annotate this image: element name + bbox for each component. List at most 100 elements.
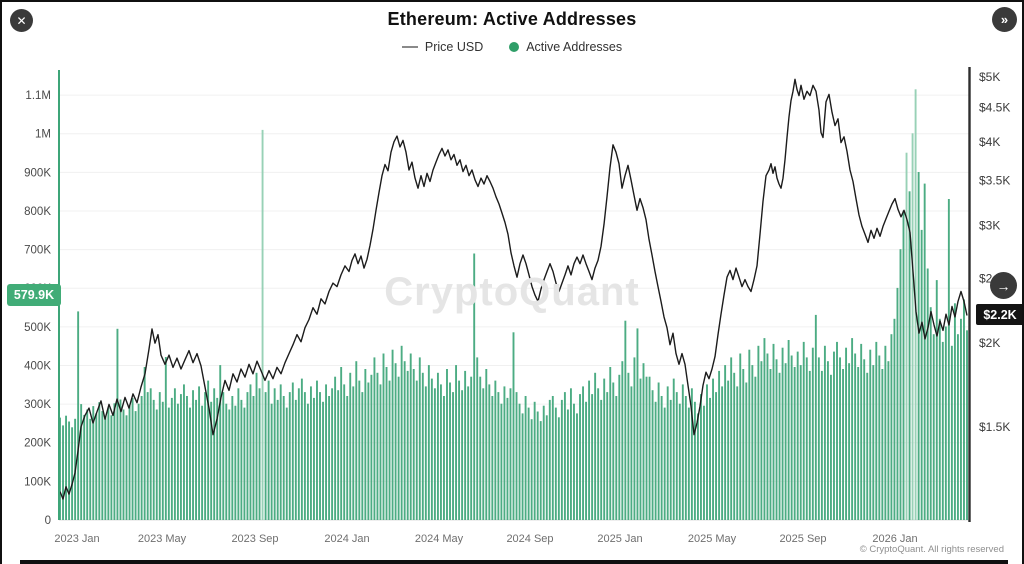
active-addresses-bar bbox=[388, 380, 391, 520]
active-addresses-bar bbox=[252, 396, 255, 520]
active-addresses-bar bbox=[793, 367, 796, 520]
active-addresses-bar bbox=[322, 401, 324, 520]
active-addresses-bar bbox=[636, 328, 639, 520]
active-addresses-bar bbox=[134, 411, 137, 520]
active-addresses-bar bbox=[334, 376, 337, 520]
x-axis-tick: 2023 May bbox=[138, 533, 187, 545]
active-addresses-bar bbox=[645, 376, 648, 520]
active-addresses-bar bbox=[225, 403, 228, 520]
active-addresses-bar bbox=[742, 369, 745, 520]
active-addresses-bar bbox=[521, 413, 524, 520]
page-title: Ethereum: Active Addresses bbox=[387, 9, 637, 29]
active-addresses-bar bbox=[966, 330, 968, 520]
active-addresses-bar bbox=[826, 361, 829, 520]
active-addresses-bar bbox=[195, 399, 197, 520]
active-addresses-bar bbox=[718, 370, 721, 520]
active-addresses-bar bbox=[506, 397, 509, 520]
active-addresses-bar bbox=[210, 401, 213, 520]
arrow-right-icon: → bbox=[996, 277, 1011, 294]
active-addresses-bar bbox=[170, 397, 173, 520]
active-addresses-bar bbox=[817, 357, 820, 520]
active-addresses-bar bbox=[917, 172, 920, 520]
active-addresses-bar bbox=[518, 403, 521, 520]
active-addresses-bar bbox=[455, 365, 458, 520]
active-addresses-bar bbox=[845, 347, 848, 520]
active-addresses-bar bbox=[745, 382, 748, 520]
active-addresses-bar bbox=[176, 403, 179, 520]
active-addresses-bar bbox=[648, 376, 651, 520]
active-addresses-bar bbox=[443, 396, 445, 520]
active-addresses-bar bbox=[938, 318, 941, 520]
active-addresses-bar bbox=[192, 390, 194, 520]
active-addresses-bar bbox=[80, 404, 83, 520]
active-addresses-bar bbox=[899, 249, 902, 520]
active-addresses-bar bbox=[288, 392, 291, 520]
active-addresses-bar bbox=[799, 365, 802, 520]
active-addresses-bar bbox=[805, 357, 808, 520]
active-addresses-bar bbox=[748, 349, 751, 520]
active-addresses-bar bbox=[842, 369, 844, 520]
active-addresses-bar bbox=[896, 287, 899, 520]
active-addresses-bar bbox=[128, 405, 131, 520]
active-addresses-bar bbox=[630, 386, 633, 520]
active-addresses-bar bbox=[851, 338, 854, 520]
active-addresses-bar bbox=[820, 370, 823, 520]
active-addresses-bar bbox=[579, 394, 581, 520]
active-addresses-bar bbox=[790, 355, 793, 520]
active-addresses-bar bbox=[560, 399, 563, 520]
left-axis-tick: 800K bbox=[24, 206, 51, 218]
active-addresses-bar bbox=[337, 390, 340, 520]
active-addresses-bar bbox=[700, 394, 702, 520]
active-addresses-bar bbox=[228, 409, 231, 520]
active-addresses-bar bbox=[186, 396, 188, 520]
active-addresses-bar bbox=[303, 392, 306, 520]
active-addresses-bar bbox=[766, 353, 769, 520]
active-addresses-bar bbox=[161, 401, 164, 520]
active-addresses-bar bbox=[926, 268, 929, 520]
left-axis-tick: 900K bbox=[24, 167, 51, 179]
active-addresses-bar bbox=[204, 392, 207, 520]
active-addresses-bar bbox=[488, 384, 491, 520]
left-axis-tick: 700K bbox=[24, 245, 51, 257]
active-addresses-bar bbox=[104, 417, 107, 520]
active-addresses-bar bbox=[721, 386, 724, 520]
active-addresses-bar bbox=[173, 388, 176, 520]
price-line-swatch-icon bbox=[401, 46, 418, 48]
active-addresses-bar bbox=[285, 407, 288, 520]
active-addresses-bar bbox=[548, 399, 551, 520]
active-addresses-bar bbox=[400, 345, 403, 520]
active-addresses-bar bbox=[270, 403, 273, 520]
legend-item-price: Price USD bbox=[401, 40, 483, 54]
active-addresses-bar bbox=[164, 357, 167, 520]
active-addresses-bar bbox=[125, 415, 128, 520]
active-addresses-bar bbox=[376, 372, 379, 520]
active-addresses-bar bbox=[784, 363, 787, 520]
legend: Price USD Active Addresses bbox=[2, 40, 1022, 54]
active-addresses-bar bbox=[201, 405, 204, 520]
price-current-badge: $2.2K bbox=[976, 304, 1022, 325]
active-addresses-bar bbox=[509, 388, 512, 520]
active-addresses-bar bbox=[576, 413, 578, 520]
close-button[interactable]: ✕ bbox=[10, 9, 33, 32]
active-addresses-bar bbox=[328, 396, 331, 520]
active-addresses-bar bbox=[412, 369, 415, 520]
active-addresses-bar bbox=[282, 396, 285, 520]
scroll-right-button[interactable]: → bbox=[990, 272, 1017, 299]
active-addresses-bar bbox=[385, 367, 388, 520]
active-addresses-bar bbox=[512, 332, 515, 520]
active-addresses-bar bbox=[276, 399, 279, 520]
active-addresses-bar bbox=[319, 392, 321, 520]
active-addresses-bar bbox=[167, 407, 170, 520]
active-addresses-bar bbox=[808, 370, 811, 520]
active-addresses-bar bbox=[875, 341, 878, 520]
forward-button[interactable]: » bbox=[992, 7, 1017, 32]
active-addresses-bar bbox=[458, 380, 461, 520]
active-addresses-bar bbox=[769, 369, 772, 520]
active-addresses-bar bbox=[325, 384, 327, 520]
active-addresses-bar bbox=[905, 152, 908, 520]
active-addresses-bar bbox=[675, 392, 678, 520]
active-addresses-bar bbox=[131, 397, 134, 520]
active-addresses-bar bbox=[261, 129, 264, 520]
active-addresses-bar bbox=[68, 421, 71, 520]
active-addresses-bar bbox=[249, 384, 252, 520]
